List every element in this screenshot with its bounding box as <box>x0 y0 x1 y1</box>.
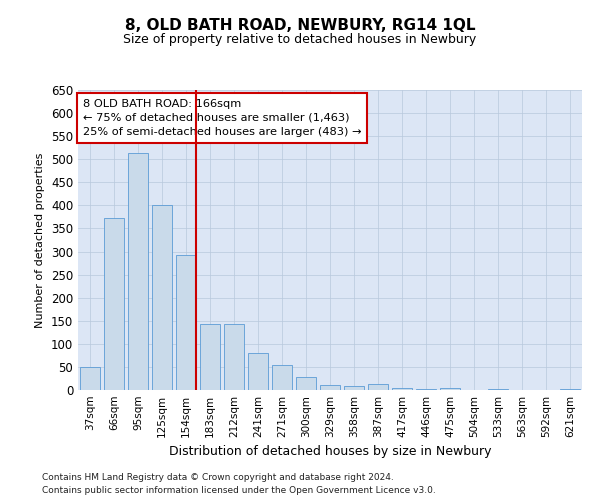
Bar <box>368 384 388 390</box>
Bar <box>272 364 292 390</box>
Bar <box>488 389 508 390</box>
Bar <box>200 324 220 390</box>
Text: 8 OLD BATH ROAD: 166sqm
← 75% of detached houses are smaller (1,463)
25% of semi: 8 OLD BATH ROAD: 166sqm ← 75% of detache… <box>83 99 362 137</box>
X-axis label: Distribution of detached houses by size in Newbury: Distribution of detached houses by size … <box>169 446 491 458</box>
Text: Size of property relative to detached houses in Newbury: Size of property relative to detached ho… <box>124 32 476 46</box>
Y-axis label: Number of detached properties: Number of detached properties <box>35 152 46 328</box>
Bar <box>560 389 580 390</box>
Bar <box>80 367 100 390</box>
Bar <box>392 388 412 390</box>
Bar <box>296 377 316 390</box>
Text: Contains public sector information licensed under the Open Government Licence v3: Contains public sector information licen… <box>42 486 436 495</box>
Bar <box>128 153 148 390</box>
Bar <box>416 389 436 390</box>
Bar <box>224 324 244 390</box>
Bar <box>248 353 268 390</box>
Text: Contains HM Land Registry data © Crown copyright and database right 2024.: Contains HM Land Registry data © Crown c… <box>42 474 394 482</box>
Bar <box>320 385 340 390</box>
Bar <box>152 206 172 390</box>
Bar <box>440 388 460 390</box>
Text: 8, OLD BATH ROAD, NEWBURY, RG14 1QL: 8, OLD BATH ROAD, NEWBURY, RG14 1QL <box>125 18 475 32</box>
Bar <box>176 255 196 390</box>
Bar <box>104 218 124 390</box>
Bar <box>344 386 364 390</box>
